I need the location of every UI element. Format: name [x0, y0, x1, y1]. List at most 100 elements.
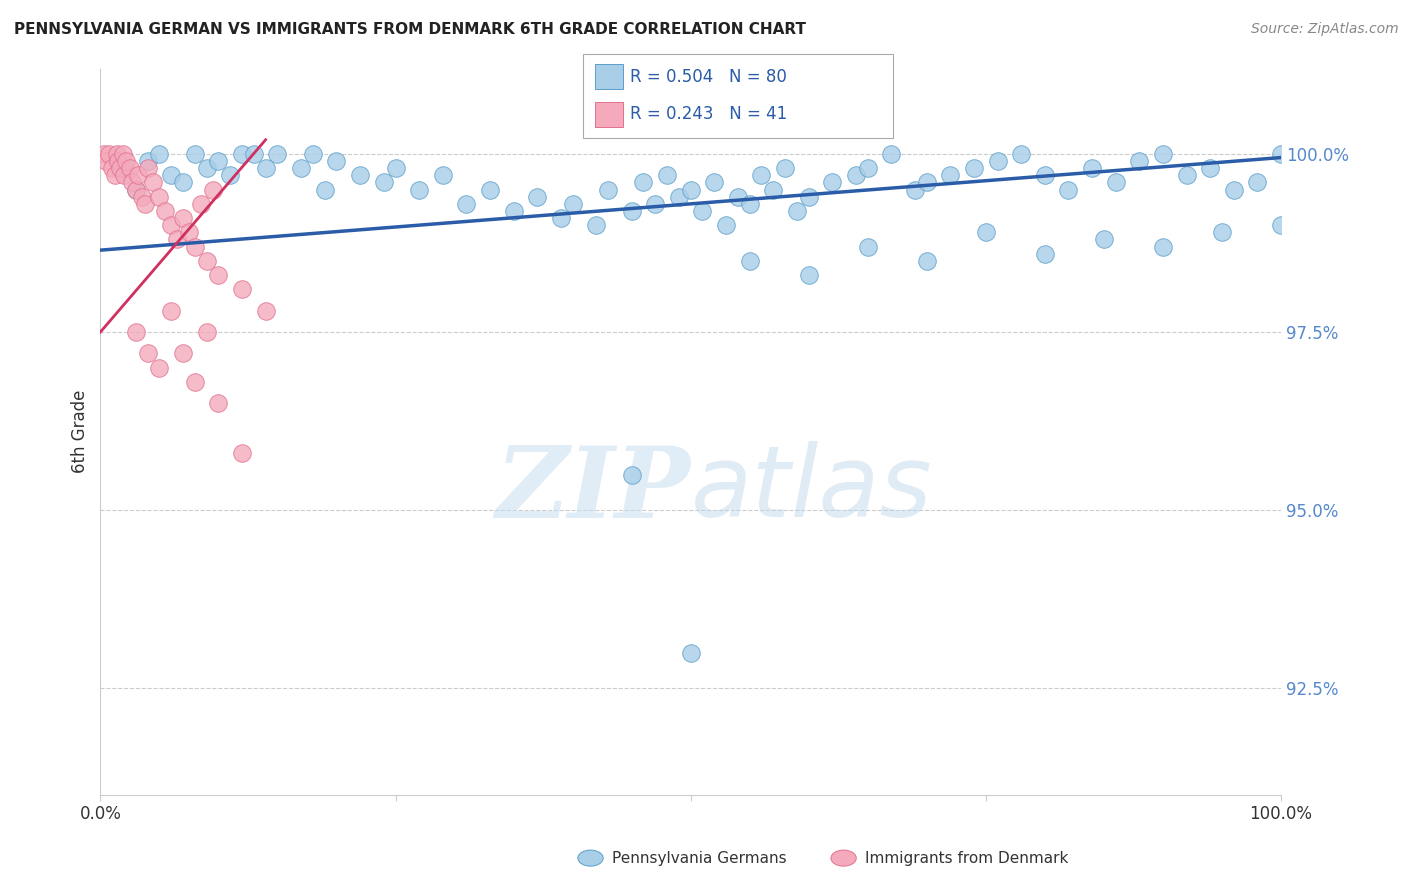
- Point: [1175, 169, 1198, 183]
- Point: [738, 253, 761, 268]
- Point: [668, 190, 690, 204]
- Point: [904, 183, 927, 197]
- Point: [1105, 176, 1128, 190]
- Point: [290, 161, 312, 176]
- Point: [644, 197, 666, 211]
- Point: [987, 154, 1010, 169]
- Point: [845, 169, 868, 183]
- Point: [172, 211, 194, 226]
- Point: [231, 282, 253, 296]
- Point: [254, 161, 277, 176]
- Point: [1128, 154, 1150, 169]
- Point: [195, 325, 218, 339]
- Point: [184, 239, 207, 253]
- Text: R = 0.243   N = 41: R = 0.243 N = 41: [630, 105, 787, 123]
- Point: [127, 169, 149, 183]
- Point: [1246, 176, 1268, 190]
- Point: [384, 161, 406, 176]
- Point: [136, 161, 159, 176]
- Point: [184, 375, 207, 389]
- Point: [679, 646, 702, 660]
- Point: [751, 169, 773, 183]
- Point: [727, 190, 749, 204]
- Point: [620, 204, 643, 219]
- Point: [314, 183, 336, 197]
- Point: [93, 147, 115, 161]
- Point: [325, 154, 347, 169]
- Point: [201, 183, 224, 197]
- Point: [112, 169, 135, 183]
- Text: Pennsylvania Germans: Pennsylvania Germans: [612, 851, 786, 865]
- Text: atlas: atlas: [690, 442, 932, 539]
- Point: [478, 183, 501, 197]
- Point: [96, 154, 118, 169]
- Point: [714, 218, 737, 232]
- Point: [195, 253, 218, 268]
- Point: [1010, 147, 1032, 161]
- Point: [703, 176, 725, 190]
- Point: [107, 154, 129, 169]
- Point: [1152, 239, 1174, 253]
- Point: [148, 190, 170, 204]
- Point: [105, 147, 128, 161]
- Text: PENNSYLVANIA GERMAN VS IMMIGRANTS FROM DENMARK 6TH GRADE CORRELATION CHART: PENNSYLVANIA GERMAN VS IMMIGRANTS FROM D…: [14, 22, 806, 37]
- Point: [125, 325, 148, 339]
- Point: [136, 154, 159, 169]
- Point: [166, 232, 188, 246]
- Point: [160, 169, 183, 183]
- Point: [254, 303, 277, 318]
- Point: [1033, 169, 1056, 183]
- Point: [915, 253, 938, 268]
- Point: [1199, 161, 1222, 176]
- Point: [880, 147, 903, 161]
- Point: [1081, 161, 1104, 176]
- Point: [115, 154, 138, 169]
- Point: [207, 154, 229, 169]
- Point: [136, 346, 159, 360]
- Point: [856, 161, 879, 176]
- Point: [974, 225, 997, 239]
- Point: [148, 360, 170, 375]
- Point: [125, 183, 148, 197]
- Point: [821, 176, 844, 190]
- Point: [1152, 147, 1174, 161]
- Point: [184, 147, 207, 161]
- Point: [773, 161, 796, 176]
- Text: ZIP: ZIP: [496, 442, 690, 538]
- Text: R = 0.504   N = 80: R = 0.504 N = 80: [630, 68, 787, 86]
- Point: [1222, 183, 1244, 197]
- Point: [620, 467, 643, 482]
- Point: [160, 303, 183, 318]
- Point: [939, 169, 962, 183]
- Point: [585, 218, 607, 232]
- Point: [797, 190, 820, 204]
- Point: [131, 190, 153, 204]
- Point: [1211, 225, 1233, 239]
- Point: [142, 176, 165, 190]
- Point: [856, 239, 879, 253]
- Point: [112, 161, 135, 176]
- Point: [266, 147, 288, 161]
- Point: [190, 197, 212, 211]
- Point: [1057, 183, 1080, 197]
- Point: [243, 147, 266, 161]
- Point: [172, 176, 194, 190]
- Point: [111, 147, 134, 161]
- Point: [97, 147, 120, 161]
- Point: [692, 204, 714, 219]
- Point: [195, 161, 218, 176]
- Point: [101, 161, 124, 176]
- Point: [155, 204, 177, 219]
- Point: [762, 183, 785, 197]
- Y-axis label: 6th Grade: 6th Grade: [72, 390, 89, 474]
- Point: [561, 197, 583, 211]
- Point: [1092, 232, 1115, 246]
- Point: [1033, 246, 1056, 260]
- Point: [550, 211, 572, 226]
- Point: [118, 161, 141, 176]
- Point: [432, 169, 454, 183]
- Point: [738, 197, 761, 211]
- Point: [408, 183, 430, 197]
- Point: [915, 176, 938, 190]
- Point: [373, 176, 395, 190]
